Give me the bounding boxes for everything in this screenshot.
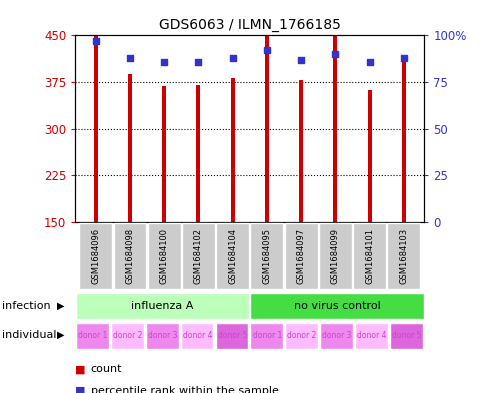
Text: percentile rank within the sample: percentile rank within the sample (91, 386, 278, 393)
Text: no virus control: no virus control (293, 301, 379, 310)
Bar (401, 61, 405, 222)
Text: donor 3: donor 3 (148, 331, 177, 340)
Bar (284, 223, 317, 289)
Text: donor 3: donor 3 (322, 331, 351, 340)
Text: donor 4: donor 4 (182, 331, 212, 340)
Bar (76, 323, 108, 349)
Text: GSM1684104: GSM1684104 (227, 228, 237, 283)
Bar (113, 223, 146, 289)
Bar (367, 90, 371, 222)
Bar (79, 223, 112, 289)
Text: GSM1684102: GSM1684102 (194, 228, 202, 283)
Text: ■: ■ (75, 386, 86, 393)
Text: GSM1684097: GSM1684097 (296, 228, 305, 284)
Bar (250, 223, 283, 289)
Point (91, 38, 99, 44)
Bar (93, 0, 98, 222)
Bar (148, 223, 180, 289)
Text: GSM1684100: GSM1684100 (159, 228, 168, 283)
Text: ■: ■ (75, 364, 86, 375)
Bar (180, 323, 213, 349)
Bar (216, 223, 249, 289)
Text: GSM1684095: GSM1684095 (262, 228, 271, 283)
Bar (319, 323, 352, 349)
Point (331, 51, 338, 57)
Bar (76, 293, 249, 319)
Text: GSM1684098: GSM1684098 (125, 228, 134, 284)
Bar (230, 78, 234, 222)
Text: donor 1: donor 1 (78, 331, 107, 340)
Point (126, 55, 134, 61)
Text: infection: infection (2, 301, 51, 310)
Point (365, 58, 373, 64)
Title: GDS6063 / ILMN_1766185: GDS6063 / ILMN_1766185 (158, 18, 340, 31)
Bar (215, 323, 248, 349)
Bar (128, 74, 132, 222)
Text: donor 1: donor 1 (252, 331, 281, 340)
Text: donor 2: donor 2 (113, 331, 142, 340)
Bar (196, 85, 200, 222)
Text: ▶: ▶ (57, 330, 64, 340)
Point (262, 47, 270, 53)
Text: GSM1684101: GSM1684101 (364, 228, 373, 283)
Bar (387, 223, 420, 289)
Bar (318, 223, 351, 289)
Text: donor 5: donor 5 (392, 331, 421, 340)
Text: GSM1684103: GSM1684103 (398, 228, 408, 284)
Bar (264, 6, 269, 222)
Text: donor 2: donor 2 (287, 331, 316, 340)
Bar (145, 323, 178, 349)
Bar (285, 323, 318, 349)
Text: donor 5: donor 5 (217, 331, 246, 340)
Bar (110, 323, 143, 349)
Text: GSM1684096: GSM1684096 (91, 228, 100, 284)
Point (297, 57, 304, 63)
Bar (250, 323, 283, 349)
Bar (389, 323, 422, 349)
Bar (250, 293, 423, 319)
Bar (182, 223, 214, 289)
Point (194, 58, 202, 64)
Text: individual: individual (2, 330, 57, 340)
Point (399, 55, 407, 61)
Bar (333, 35, 337, 222)
Point (228, 55, 236, 61)
Bar (162, 86, 166, 222)
Text: influenza A: influenza A (131, 301, 193, 310)
Text: GSM1684099: GSM1684099 (330, 228, 339, 283)
Text: donor 4: donor 4 (357, 331, 386, 340)
Bar (299, 80, 302, 222)
Bar (354, 323, 387, 349)
Text: ▶: ▶ (57, 301, 64, 310)
Bar (352, 223, 385, 289)
Text: count: count (91, 364, 122, 375)
Point (160, 58, 168, 64)
